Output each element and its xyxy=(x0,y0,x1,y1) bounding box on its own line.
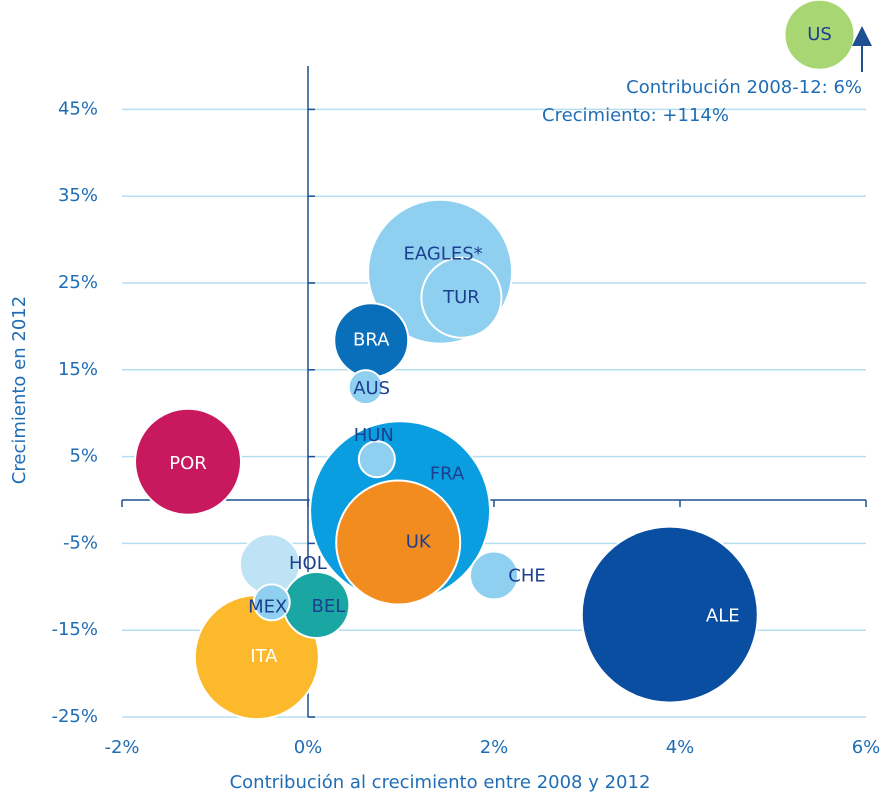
bubble-label: FRA xyxy=(430,463,465,484)
bubble-label: BRA xyxy=(353,329,390,350)
bubble-label: TUR xyxy=(442,287,480,308)
y-axis-title: Crecimiento en 2012 xyxy=(9,296,30,484)
bubble xyxy=(335,479,462,606)
bubble xyxy=(469,550,519,601)
x-tick-label: 0% xyxy=(294,737,323,758)
y-tick-label: 45% xyxy=(58,98,98,119)
x-tick-label: -2% xyxy=(104,737,139,758)
y-tick-label: 25% xyxy=(58,272,98,293)
y-tick-label: 15% xyxy=(58,359,98,380)
x-axis-title: Contribución al crecimiento entre 2008 y… xyxy=(230,772,651,793)
y-tick-label: 35% xyxy=(58,185,98,206)
x-tick-label: 4% xyxy=(666,737,695,758)
annotation: Crecimiento: +114% xyxy=(542,105,729,126)
bubble-label: UK xyxy=(406,532,432,553)
bubble-label: HUN xyxy=(354,425,394,446)
y-tick-label: -15% xyxy=(51,619,98,640)
bubble-label: MEX xyxy=(248,596,287,617)
bubble-label: BEL xyxy=(311,596,345,617)
y-tick-label: -5% xyxy=(63,532,98,553)
bubble xyxy=(134,407,243,516)
x-tick-label: 6% xyxy=(852,737,881,758)
bubble xyxy=(252,583,291,622)
bubble-label: EAGLES* xyxy=(403,244,482,265)
y-tick-label: -25% xyxy=(51,706,98,727)
bubble-label: POR xyxy=(169,453,207,474)
bubble xyxy=(580,525,759,704)
y-tick-label: 5% xyxy=(69,446,98,467)
bubble-label: CHE xyxy=(508,566,545,587)
bubble-label: US xyxy=(807,24,832,45)
bubble xyxy=(347,369,384,406)
bubble-label: AUS xyxy=(353,378,390,399)
x-tick-label: 2% xyxy=(480,737,509,758)
bubble xyxy=(357,440,396,479)
bubble-label: HOL xyxy=(289,553,327,574)
bubble-label: ALE xyxy=(706,606,740,627)
annotation: Contribución 2008-12: 6% xyxy=(626,77,862,98)
bubble xyxy=(420,256,503,339)
bubble-label: ITA xyxy=(250,646,278,667)
